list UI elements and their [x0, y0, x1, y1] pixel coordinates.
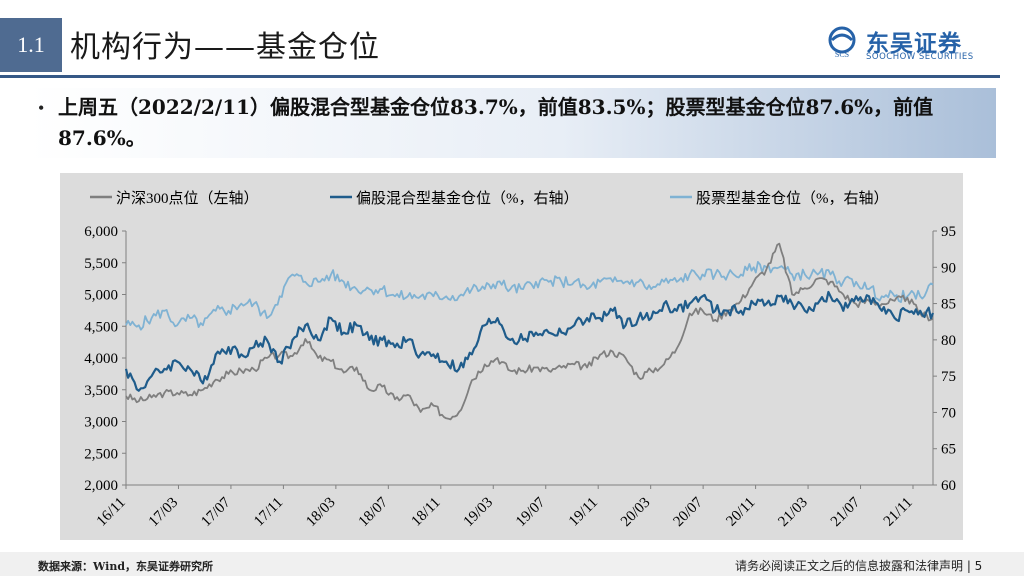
- right-tick-label: 60: [941, 478, 956, 494]
- x-tick-label: 21/07: [828, 494, 864, 530]
- logo-en-text: SOOCHOW SECURITIES: [866, 52, 974, 62]
- right-tick-label: 90: [941, 260, 956, 276]
- left-tick-label: 5,500: [84, 256, 118, 272]
- legend-label-2: 股票型基金仓位（%，右轴）: [696, 190, 889, 207]
- right-tick-label: 85: [941, 297, 956, 313]
- logo-mark-text: SCS: [835, 50, 849, 58]
- bullet-icon: •: [38, 98, 45, 118]
- x-tick-label: 18/11: [409, 495, 444, 530]
- left-tick-label: 2,000: [84, 478, 118, 494]
- section-number: 1.1: [0, 18, 62, 72]
- left-tick-label: 6,000: [84, 224, 118, 240]
- summary-text: 上周五（2022/2/11）偏股混合型基金仓位83.7%，前值83.5%；股票型…: [58, 95, 934, 150]
- title-rule: [0, 75, 1000, 78]
- right-tick-label: 75: [941, 369, 956, 385]
- x-tick-label: 20/03: [618, 495, 653, 530]
- legend-label-0: 沪深300点位（左轴）: [116, 190, 259, 207]
- x-tick-label: 19/11: [566, 495, 601, 530]
- fund-position-chart: 2,000 2,500 3,000 3,500 4,000 4,500 5,000 5,500…: [84, 190, 956, 530]
- footer-bar: [0, 552, 1024, 576]
- logo-cn-text: 东吴证券: [866, 31, 962, 57]
- legend-label-1: 偏股混合型基金仓位（%，右轴）: [356, 190, 579, 207]
- series-line-0: [125, 242, 934, 421]
- x-tick-label: 21/03: [775, 495, 810, 530]
- x-tick-label: 19/07: [513, 494, 549, 530]
- brand-logo: SCS 东吴证券 SOOCHOW SECURITIES: [826, 24, 994, 66]
- x-tick-label: 17/11: [251, 495, 286, 530]
- x-tick-label: 18/07: [356, 494, 392, 530]
- series-line-1: [124, 290, 935, 392]
- summary-callout: • 上周五（2022/2/11）偏股混合型基金仓位83.7%，前值83.5%；股…: [28, 88, 996, 158]
- left-tick-label: 4,500: [84, 319, 118, 335]
- left-tick-label: 3,500: [84, 383, 118, 399]
- left-tick-label: 3,000: [84, 415, 118, 431]
- left-tick-label: 4,000: [84, 351, 118, 367]
- x-tick-label: 17/07: [198, 494, 234, 530]
- chart-panel: 2,000 2,500 3,000 3,500 4,000 4,500 5,000 5,500…: [60, 173, 963, 540]
- right-tick-label: 65: [941, 442, 956, 458]
- x-tick-label: 19/03: [461, 495, 496, 530]
- x-tick-label: 20/07: [670, 494, 706, 530]
- footer-disclaimer: 请务必阅读正文之后的信息披露和法律声明 | 5: [735, 559, 983, 573]
- left-tick-label: 5,000: [84, 288, 118, 304]
- x-tick-label: 18/03: [303, 495, 338, 530]
- x-tick-label: 20/11: [723, 495, 758, 530]
- series-line-2: [125, 261, 934, 331]
- right-tick-label: 70: [941, 405, 956, 421]
- right-tick-label: 80: [941, 333, 956, 349]
- right-tick-label: 95: [941, 224, 956, 240]
- x-tick-label: 16/11: [94, 495, 129, 530]
- footer-source: 数据来源：Wind，东吴证券研究所: [38, 560, 214, 573]
- x-tick-label: 21/11: [881, 495, 916, 530]
- page-title: 机构行为——基金仓位: [70, 30, 380, 65]
- x-tick-label: 17/03: [146, 495, 181, 530]
- left-tick-label: 2,500: [84, 446, 118, 462]
- logo-mark-icon: SCS: [828, 26, 856, 58]
